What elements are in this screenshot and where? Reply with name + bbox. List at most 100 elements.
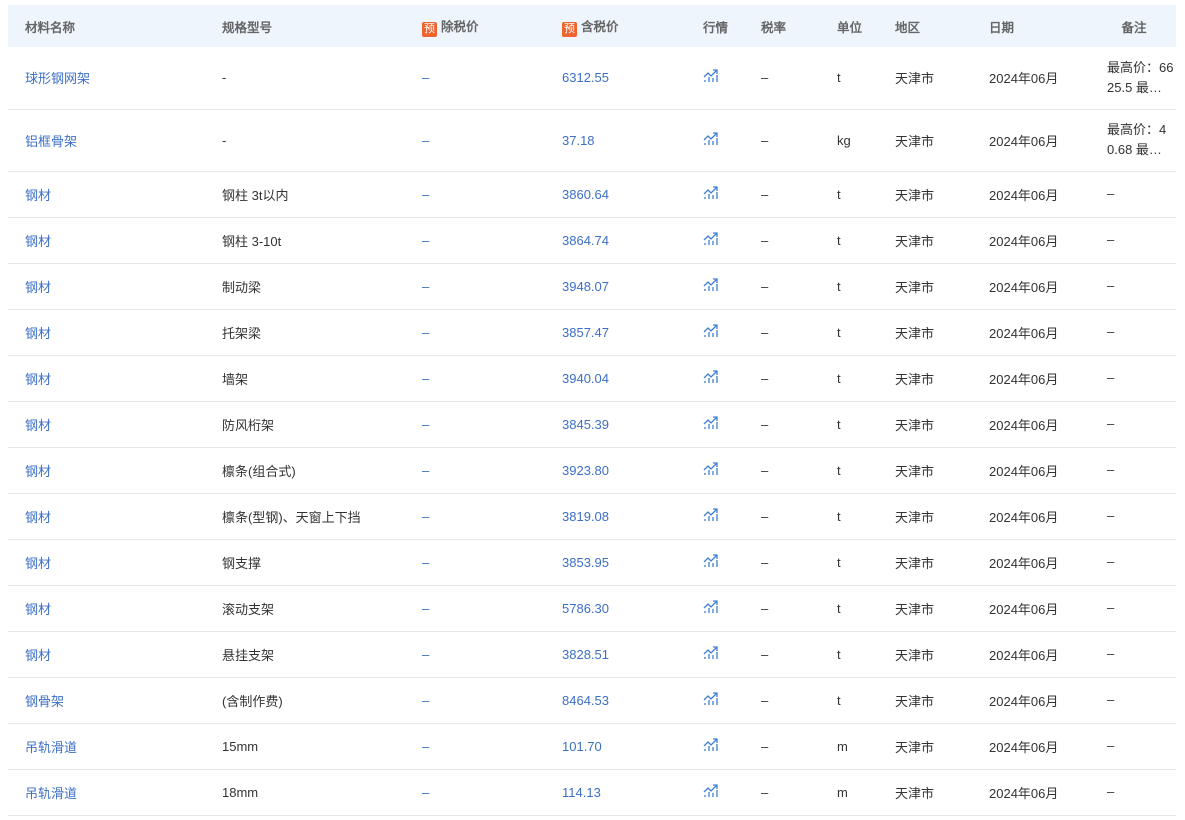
table-cell: – [405, 217, 545, 264]
cell-text[interactable]: 钢材 [25, 233, 52, 249]
table-cell[interactable] [686, 677, 744, 724]
cell-text: (含制作费) [222, 693, 283, 709]
trend-icon[interactable] [703, 737, 719, 752]
cell-text[interactable]: 钢骨架 [25, 693, 65, 709]
cell-text: – [1107, 784, 1115, 799]
table-row: 钢材 钢柱 3t以内 – 3860.64 – t 天津市 2024年06月 – [8, 171, 1176, 218]
cell-text: 114.13 [562, 784, 601, 800]
trend-icon[interactable] [703, 507, 719, 522]
table-cell[interactable] [686, 585, 744, 632]
table-cell: 2024年06月 [972, 539, 1092, 586]
table-cell: 制动梁 [205, 263, 405, 310]
cell-text[interactable]: 钢材 [25, 325, 52, 341]
cell-text: 2024年06月 [989, 555, 1059, 571]
table-cell: 2024年06月 [972, 723, 1092, 770]
table-cell: – [405, 585, 545, 632]
cell-text[interactable]: 钢材 [25, 371, 52, 387]
table-cell: 铝框骨架 [8, 109, 205, 172]
table-cell[interactable] [686, 263, 744, 310]
table-cell: 球形钢网架 [8, 47, 205, 110]
cell-text[interactable]: 钢材 [25, 601, 52, 617]
cell-text: 2024年06月 [989, 785, 1059, 801]
cell-text[interactable]: 钢材 [25, 463, 52, 479]
table-cell: m [820, 723, 878, 770]
header-row: 材料名称 规格型号预除税价预含税价 行情 税率 单位 地区 日期 备注 [8, 5, 1176, 47]
cell-text: – [761, 646, 769, 662]
table-cell: 3828.51 [545, 631, 686, 678]
table-cell: – [405, 309, 545, 356]
trend-icon[interactable] [703, 369, 719, 384]
table-cell[interactable] [686, 217, 744, 264]
cell-text[interactable]: 球形钢网架 [25, 71, 91, 87]
cell-text: 3923.80 [562, 462, 609, 478]
trend-icon[interactable] [703, 553, 719, 568]
table-cell: 15mm [205, 723, 405, 770]
trend-icon[interactable] [703, 323, 719, 338]
cell-text: 墙架 [222, 371, 249, 387]
cell-text[interactable]: 钢材 [25, 417, 52, 433]
table-cell: t [820, 263, 878, 310]
trend-icon[interactable] [703, 69, 719, 83]
table-cell[interactable] [686, 401, 744, 448]
table-cell[interactable] [686, 355, 744, 402]
table-cell[interactable] [686, 47, 744, 110]
column-header: 预含税价 [545, 5, 686, 47]
table-cell: 钢柱 3-10t [205, 217, 405, 264]
cell-text: – [761, 232, 769, 248]
table-cell[interactable] [686, 769, 744, 816]
table-cell[interactable] [686, 109, 744, 172]
trend-icon[interactable] [703, 783, 719, 798]
table-cell: 3853.95 [545, 539, 686, 586]
cell-text[interactable]: 钢材 [25, 555, 52, 571]
table-cell[interactable] [686, 171, 744, 218]
cell-text[interactable]: 钢材 [25, 509, 52, 525]
table-cell: – [1092, 585, 1176, 632]
table-cell: t [820, 401, 878, 448]
trend-icon[interactable] [703, 185, 719, 200]
table-cell: kg [820, 109, 878, 172]
cell-text: 8464.53 [562, 692, 609, 708]
table-cell[interactable] [686, 723, 744, 770]
table-cell: – [405, 631, 545, 678]
table-cell: 钢材 [8, 309, 205, 356]
cell-text: – [422, 554, 430, 570]
cell-text[interactable]: 吊轨滑道 [25, 785, 78, 801]
trend-icon[interactable] [703, 131, 719, 146]
cell-text: 天津市 [895, 187, 935, 203]
cell-text: – [1107, 738, 1115, 753]
table-cell[interactable] [686, 493, 744, 540]
table-cell: 3940.04 [545, 355, 686, 402]
table-cell: – [1092, 539, 1176, 586]
cell-text: – [1107, 646, 1115, 661]
trend-icon[interactable] [703, 415, 719, 430]
trend-icon[interactable] [703, 277, 719, 292]
table-cell: – [744, 401, 820, 448]
column-header: 地区 [878, 5, 972, 47]
table-cell: 防风桁架 [205, 401, 405, 448]
table-cell: 2024年06月 [972, 263, 1092, 310]
table-cell: – [744, 217, 820, 264]
table-cell[interactable] [686, 631, 744, 678]
cell-text[interactable]: 钢材 [25, 647, 52, 663]
cell-text[interactable]: 钢材 [25, 279, 52, 295]
trend-icon[interactable] [703, 461, 719, 476]
table-cell: 吊轨滑道 [8, 769, 205, 816]
trend-icon[interactable] [703, 231, 719, 246]
table-row: 钢材 制动梁 – 3948.07 – t 天津市 2024年06月 – [8, 263, 1176, 310]
cell-text: 2024年06月 [989, 371, 1059, 387]
trend-icon[interactable] [703, 599, 719, 614]
table-cell[interactable] [686, 447, 744, 494]
cell-text: 天津市 [895, 693, 935, 709]
cell-text[interactable]: 铝框骨架 [25, 133, 78, 149]
cell-text[interactable]: 钢材 [25, 187, 52, 203]
cell-text[interactable]: 吊轨滑道 [25, 739, 78, 755]
trend-icon[interactable] [703, 645, 719, 660]
table-cell: 2024年06月 [972, 447, 1092, 494]
table-cell[interactable] [686, 309, 744, 356]
trend-icon[interactable] [703, 691, 719, 706]
table-cell: – [405, 109, 545, 172]
cell-text: 滚动支架 [222, 601, 275, 617]
table-cell: – [1092, 263, 1176, 310]
table-cell[interactable] [686, 539, 744, 586]
table-cell: 天津市 [878, 171, 972, 218]
